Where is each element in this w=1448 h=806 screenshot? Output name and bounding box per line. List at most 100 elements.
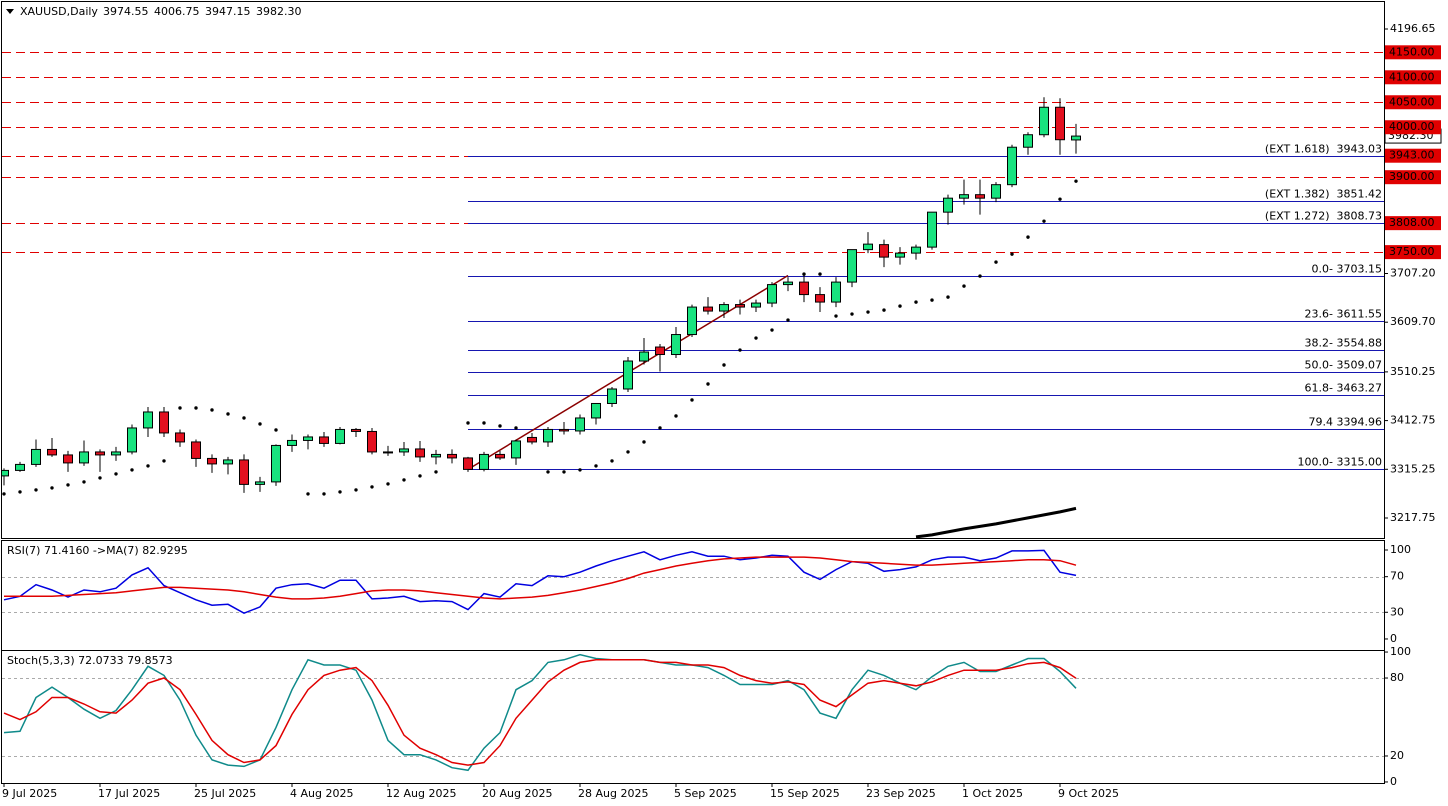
header-low: 3947.15 <box>205 5 251 18</box>
candle-body <box>479 453 489 470</box>
indicator-line <box>3 653 1077 772</box>
sar-dot <box>258 422 262 426</box>
level-label-bg <box>1385 45 1441 60</box>
x-tick-label: 25 Jul 2025 <box>194 787 256 800</box>
candle-body <box>879 244 889 258</box>
y-tick-label: 80 <box>1390 671 1404 684</box>
sar-dot <box>370 485 374 489</box>
y-tick-label: 0 <box>1390 775 1397 788</box>
candle-body <box>575 417 585 432</box>
sar-dot <box>498 424 502 428</box>
sar-dot <box>578 468 582 472</box>
x-tick-label: 4 Aug 2025 <box>290 787 353 800</box>
sar-dot <box>978 274 982 278</box>
x-tick-label: 12 Aug 2025 <box>386 787 456 800</box>
candle-body <box>287 439 297 446</box>
candle-body <box>319 436 329 444</box>
header-close: 3982.30 <box>256 5 302 18</box>
candle-body <box>863 243 873 251</box>
sar-dot <box>338 490 342 494</box>
sar-dot <box>466 421 470 425</box>
level-label: 3750.00 <box>1389 245 1435 258</box>
fib-label: (EXT 1.272) 3808.73 <box>1265 210 1382 223</box>
sar-dot <box>642 440 646 444</box>
level-label-bg <box>1385 120 1441 135</box>
candle-body <box>559 428 569 432</box>
sar-dot <box>418 474 422 478</box>
candle-body <box>415 448 425 458</box>
symbol-title: XAUUSD,Daily <box>20 5 98 18</box>
y-tick-label: 3707.20 <box>1390 266 1436 279</box>
candle-body <box>223 459 233 465</box>
sar-dot <box>50 486 54 490</box>
candle-body <box>895 252 905 258</box>
candle-body <box>543 428 553 443</box>
y-tick-label: 3315.25 <box>1390 462 1436 475</box>
y-tick-label: 0 <box>1390 632 1397 645</box>
sar-dot <box>434 470 438 474</box>
sar-dot <box>1010 252 1014 256</box>
sar-dot <box>242 416 246 420</box>
sar-dot <box>946 295 950 299</box>
fib-label: 79.4 3394.96 <box>1309 416 1382 429</box>
candle-body <box>47 448 57 456</box>
candle-body <box>303 436 313 441</box>
sar-dot <box>866 310 870 314</box>
candle-body <box>367 430 377 453</box>
fib-label: 23.6- 3611.55 <box>1305 308 1382 321</box>
sar-dot <box>546 470 550 474</box>
sar-dot <box>562 470 566 474</box>
stoch-panel <box>1 650 1385 784</box>
y-tick-label: 100 <box>1390 645 1411 658</box>
plot-area <box>2 653 1384 772</box>
candle-body <box>639 351 649 362</box>
candle-body <box>1007 146 1017 186</box>
indicator-line <box>4 556 1077 600</box>
x-tick-label: 23 Sep 2025 <box>866 787 936 800</box>
candle-body <box>447 453 457 459</box>
level-label: 3943.00 <box>1389 149 1435 162</box>
sar-dot <box>786 318 790 322</box>
candle-body <box>15 463 25 471</box>
fib-label: 38.2- 3554.88 <box>1305 337 1382 350</box>
sar-dot <box>898 304 902 308</box>
sar-dot <box>34 488 38 492</box>
sar-dot <box>386 482 390 486</box>
candle-body <box>239 459 249 485</box>
candle-body <box>383 451 393 454</box>
candle-body <box>783 281 793 286</box>
sar-dot <box>594 464 598 468</box>
sar-dot <box>706 382 710 386</box>
candle-body <box>431 453 441 458</box>
level-label: 4050.00 <box>1389 95 1435 108</box>
indicator-line <box>3 659 1077 766</box>
candle-body <box>751 302 761 308</box>
candle-body <box>335 428 345 444</box>
menu-arrow <box>6 9 14 14</box>
x-tick-label: 9 Oct 2025 <box>1058 787 1119 800</box>
candle-body <box>703 306 713 312</box>
sar-dot <box>210 408 214 412</box>
candle-body <box>607 388 617 404</box>
sar-dot <box>754 336 758 340</box>
candle-body <box>31 448 41 465</box>
level-label-bg <box>1385 95 1441 110</box>
sar-dot <box>1026 235 1030 239</box>
sar-dot <box>82 480 86 484</box>
sar-dot <box>2 492 6 496</box>
candle-body <box>2 469 9 477</box>
candle-body <box>911 246 921 254</box>
sar-dot <box>306 492 310 496</box>
level-label-bg <box>1385 148 1441 163</box>
candle-body <box>511 440 521 459</box>
x-tick-label: 1 Oct 2025 <box>962 787 1023 800</box>
candle-body <box>527 436 537 443</box>
level-label: 3808.00 <box>1389 216 1435 229</box>
sar-dot <box>482 421 486 425</box>
candle-body <box>623 360 633 390</box>
candle-body <box>815 294 825 303</box>
header: XAUUSD,Daily 3974.55 4006.75 3947.15 398… <box>20 5 302 18</box>
candle-body <box>991 184 1001 199</box>
